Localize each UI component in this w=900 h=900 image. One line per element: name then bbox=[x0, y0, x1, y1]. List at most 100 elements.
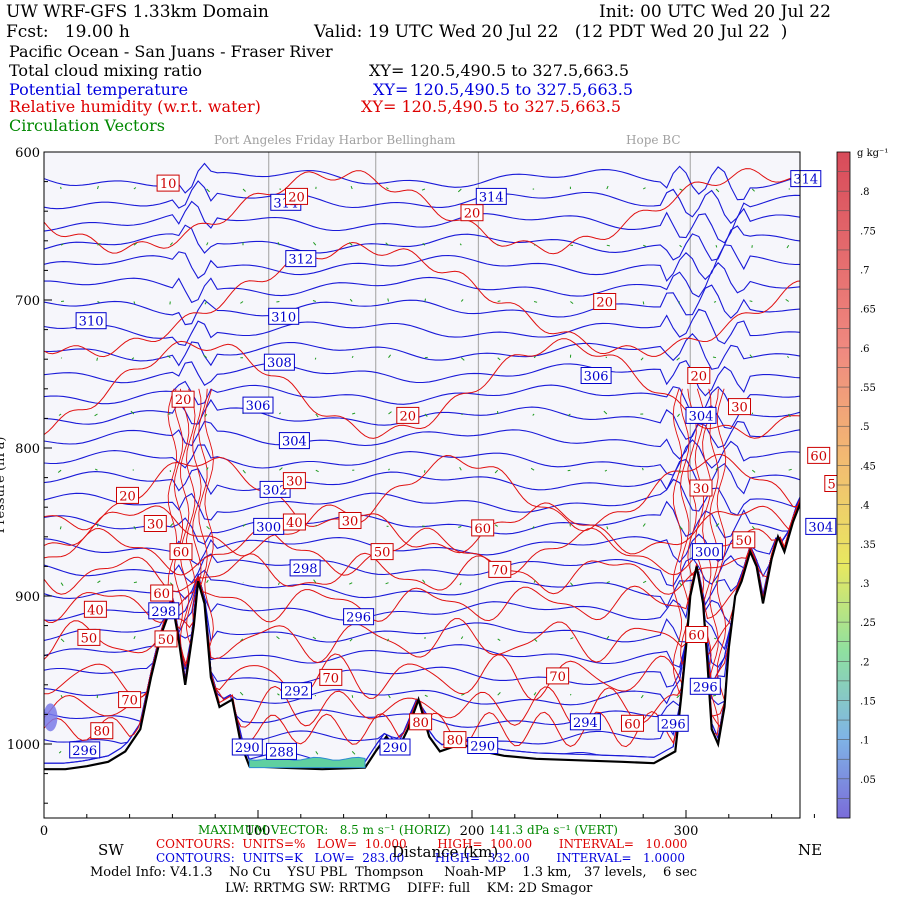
theta-label-text: 306 bbox=[584, 370, 609, 385]
circulation-vectors bbox=[57, 185, 828, 755]
location-label-hope: Hope BC bbox=[626, 133, 681, 147]
theta-contour-line bbox=[44, 478, 800, 521]
circulation-vector bbox=[460, 299, 464, 302]
theta-label: 310 bbox=[268, 307, 300, 325]
circulation-vector bbox=[458, 525, 462, 528]
circulation-vector bbox=[60, 186, 62, 190]
circulation-vector bbox=[206, 579, 209, 583]
circulation-vector bbox=[533, 638, 538, 642]
circulation-vector bbox=[715, 580, 718, 583]
rh-label: 30 bbox=[143, 515, 167, 533]
theta-label-text: 288 bbox=[269, 745, 294, 760]
circulation-vector bbox=[277, 241, 280, 246]
footer-model-info-2: LW: RRTMG SW: RRTMG DIFF: full KM: 2D Sm… bbox=[225, 881, 593, 896]
theta-contour-line bbox=[44, 360, 800, 397]
circulation-vector bbox=[167, 355, 171, 359]
circulation-vector bbox=[532, 526, 535, 529]
field-cloud-xy: XY= 120.5,490.5 to 327.5,663.5 bbox=[369, 61, 630, 80]
circulation-vector bbox=[240, 638, 244, 642]
circulation-vector bbox=[351, 751, 356, 755]
rh-label: 40 bbox=[83, 600, 107, 618]
y-tick-label: 600 bbox=[15, 146, 40, 161]
circulation-vector bbox=[349, 582, 353, 585]
circulation-vector bbox=[494, 524, 498, 527]
colorbar-tick-label: .05 bbox=[860, 775, 876, 786]
circulation-vector bbox=[712, 356, 717, 359]
colorbar-tick-label: .75 bbox=[860, 226, 876, 237]
circulation-vector bbox=[424, 413, 428, 417]
circulation-vector bbox=[206, 467, 209, 471]
circulation-vector bbox=[57, 469, 62, 473]
circulation-vector bbox=[386, 638, 389, 642]
rh-label-text: 30 bbox=[342, 515, 359, 530]
theta-contour-line bbox=[44, 200, 800, 244]
theta-label: 290 bbox=[231, 738, 263, 756]
circulation-vector bbox=[567, 469, 571, 472]
circulation-vector bbox=[642, 523, 646, 527]
field-theta-xy: XY= 120.5,490.5 to 327.5,663.5 bbox=[373, 80, 634, 99]
circulation-vector bbox=[605, 356, 608, 359]
rh-label: 30 bbox=[689, 479, 713, 497]
cloud-blob bbox=[44, 703, 58, 732]
rh-label-text: 30 bbox=[731, 401, 748, 416]
theta-contour-line bbox=[44, 380, 800, 419]
contour-labels: 3143143143123103103083063063043043043023… bbox=[69, 170, 848, 760]
rh-label-text: 20 bbox=[596, 296, 613, 311]
circulation-vector bbox=[715, 188, 720, 193]
circulation-vector bbox=[606, 526, 609, 530]
theta-label: 306 bbox=[580, 367, 612, 385]
rh-label-text: 60 bbox=[810, 449, 827, 464]
circulation-vector bbox=[97, 301, 100, 304]
theta-contour-line bbox=[44, 180, 800, 225]
circulation-vector bbox=[825, 413, 828, 414]
rh-label-text: 30 bbox=[693, 482, 710, 497]
rh-label: 20 bbox=[285, 187, 308, 205]
circulation-vector bbox=[206, 188, 210, 193]
circulation-vector bbox=[714, 637, 717, 640]
rh-label: 10 bbox=[156, 174, 180, 192]
circulation-vector bbox=[751, 188, 755, 192]
circulation-vector bbox=[679, 244, 682, 248]
x-tick-label: 0 bbox=[40, 824, 48, 839]
circulation-vector bbox=[58, 751, 62, 754]
circulation-vector bbox=[206, 526, 210, 530]
field-cloud-name: Total cloud mixing ratio bbox=[9, 61, 203, 80]
footer-max-vector: MAXIMUM VECTOR: 8.5 m s⁻¹ (HORIZ) 141.3 … bbox=[198, 823, 618, 837]
circulation-vector bbox=[823, 299, 826, 302]
circulation-vector bbox=[133, 526, 137, 530]
rh-label-text: 50 bbox=[736, 534, 753, 549]
circulation-vector bbox=[751, 526, 756, 530]
circulation-vector bbox=[204, 301, 208, 305]
circulation-vector bbox=[60, 357, 63, 359]
header-title: UW WRF-GFS 1.33km Domain bbox=[6, 2, 269, 22]
theta-label: 304 bbox=[805, 517, 837, 535]
rh-label: 60 bbox=[807, 446, 831, 464]
circulation-vector bbox=[825, 470, 828, 471]
theta-label: 312 bbox=[285, 250, 317, 268]
circulation-vector bbox=[459, 243, 462, 246]
circulation-vector bbox=[785, 298, 789, 302]
circulation-vector bbox=[351, 355, 354, 358]
rh-label-text: 40 bbox=[286, 516, 303, 531]
circulation-vector bbox=[422, 579, 426, 584]
circulation-vector bbox=[97, 580, 101, 584]
rh-label: 70 bbox=[488, 560, 512, 578]
circulation-vector bbox=[351, 695, 354, 698]
circulation-vector bbox=[204, 413, 208, 417]
circulation-vector bbox=[713, 301, 717, 303]
circulation-vector bbox=[60, 243, 64, 246]
rh-label: 20 bbox=[460, 204, 484, 222]
circulation-vector bbox=[712, 694, 717, 697]
circulation-vector bbox=[679, 470, 681, 474]
circulation-vector bbox=[94, 413, 98, 417]
rh-label: 50 bbox=[77, 628, 101, 646]
theta-label: 314 bbox=[475, 187, 507, 205]
footer-contours-rh: CONTOURS: UNITS=% LOW= 10.000 HIGH= 100.… bbox=[156, 837, 688, 851]
rh-label-text: 50 bbox=[81, 631, 98, 646]
rh-label-text: 10 bbox=[160, 177, 177, 192]
theta-label: 298 bbox=[289, 559, 321, 577]
circulation-vector bbox=[58, 413, 62, 416]
colorbar-tick-label: .45 bbox=[860, 461, 876, 472]
y-axis-label: Pressure (hPa) bbox=[0, 437, 8, 534]
